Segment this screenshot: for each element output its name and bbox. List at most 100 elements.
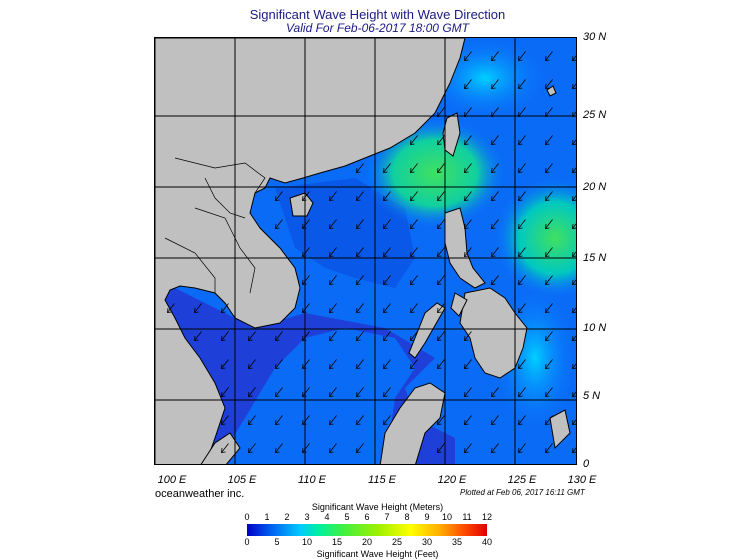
wave-arrow-head (383, 195, 388, 201)
wave-arrow (572, 419, 576, 425)
wave-arrow-head (356, 279, 361, 285)
wave-arrow-head (491, 447, 496, 453)
wave-arrow-head (545, 307, 550, 313)
wave-arrow (302, 303, 310, 313)
feet-tick: 0 (244, 537, 250, 547)
feet-tick: 30 (421, 537, 432, 547)
wave-arrow (356, 387, 364, 397)
wave-arrow-head (383, 167, 388, 173)
wave-arrow-head (491, 251, 496, 257)
wave-arrow-head (437, 167, 442, 173)
wave-arrow-head (545, 167, 550, 173)
wave-arrow (329, 247, 337, 257)
wave-arrow-head (275, 223, 280, 229)
lon-label-110e: 110 E (298, 474, 326, 486)
wave-arrow-head (545, 419, 550, 425)
wave-arrow-head (572, 419, 576, 425)
meters-tick: 5 (344, 512, 350, 522)
wave-arrow-head (383, 223, 388, 229)
wave-arrow-head (329, 307, 334, 313)
wave-arrow (545, 303, 553, 313)
wave-arrow-head (302, 195, 307, 201)
feet-tick: 35 (451, 537, 462, 547)
wave-arrow-head (410, 363, 415, 369)
wave-arrow (410, 135, 418, 145)
wave-arrow-head (491, 279, 496, 285)
wave-arrow (410, 275, 418, 285)
meters-tick: 0 (244, 512, 250, 522)
wave-arrow-head (356, 167, 361, 173)
wave-arrow-head (491, 111, 496, 117)
wave-arrow-head (221, 447, 226, 453)
graticule (155, 38, 576, 464)
meters-tick: 12 (481, 512, 492, 522)
wave-arrow (410, 303, 418, 313)
wave-arrow (464, 79, 472, 89)
wave-arrow (464, 135, 472, 145)
wave-arrow-head (572, 447, 576, 453)
wave-arrow-head (437, 307, 442, 313)
wave-arrow-head (437, 279, 442, 285)
wave-arrow (221, 331, 229, 341)
wave-arrow-head (302, 447, 307, 453)
wave-arrow-head (437, 335, 442, 341)
wave-arrow (545, 415, 553, 425)
wave-arrow (437, 219, 445, 229)
wave-arrow-head (491, 419, 496, 425)
wave-arrow-head (410, 307, 415, 313)
wave-arrow-head (248, 335, 253, 341)
wave-arrow-head (356, 391, 361, 397)
wave-arrow-head (437, 139, 442, 145)
lat-label-25n: 25 N (583, 109, 607, 121)
wave-arrow (491, 79, 499, 89)
lon-label-115e: 115 E (368, 474, 396, 486)
plotted-timestamp: Plotted at Feb 06, 2017 16:11 GMT (460, 488, 585, 497)
lon-label-100e: 100 E (157, 474, 187, 486)
wave-arrow (518, 443, 526, 453)
wave-arrow (572, 279, 576, 285)
wave-arrow (302, 275, 310, 285)
meters-tick: 11 (462, 512, 472, 522)
wave-arrow-head (464, 83, 469, 89)
wave-arrow-head (491, 195, 496, 201)
wave-arrow (437, 163, 445, 173)
wave-arrow-head (518, 307, 523, 313)
wave-arrow-head (383, 391, 388, 397)
wave-arrow-head (302, 223, 307, 229)
wave-arrow-head (275, 447, 280, 453)
wave-arrow (329, 219, 337, 229)
wave-arrow-head (329, 223, 334, 229)
wave-arrow (491, 135, 499, 145)
wave-arrow (437, 275, 445, 285)
wave-arrow (356, 303, 364, 313)
wave-arrow-head (545, 391, 550, 397)
wave-arrow (302, 387, 310, 397)
wave-arrow (491, 415, 499, 425)
lat-label-20n: 20 N (583, 181, 607, 193)
wave-arrow (329, 275, 337, 285)
wave-arrow (572, 447, 576, 453)
wave-arrow-head (383, 279, 388, 285)
wave-arrow-head (356, 335, 361, 341)
feet-tick: 10 (301, 537, 312, 547)
wave-arrow-head (329, 363, 334, 369)
wave-arrow (491, 219, 499, 229)
wave-arrow-head (437, 251, 442, 257)
feet-tick: 15 (331, 537, 342, 547)
wave-arrow (491, 247, 499, 257)
high-wave-zone-taiwan (365, 118, 505, 228)
wave-arrow-head (302, 419, 307, 425)
wave-arrow (356, 359, 364, 369)
wave-arrow (383, 331, 391, 341)
wave-arrow-head (518, 391, 523, 397)
wave-arrow (329, 443, 337, 453)
wave-arrow-head (518, 139, 523, 145)
wave-arrow (572, 195, 576, 201)
wave-arrow (248, 359, 256, 369)
wave-arrow (302, 331, 310, 341)
wave-arrow (518, 79, 526, 89)
wave-arrow (302, 443, 310, 453)
wave-arrow (464, 415, 472, 425)
meters-tick: 9 (424, 512, 430, 522)
wave-arrow-head (545, 139, 550, 145)
